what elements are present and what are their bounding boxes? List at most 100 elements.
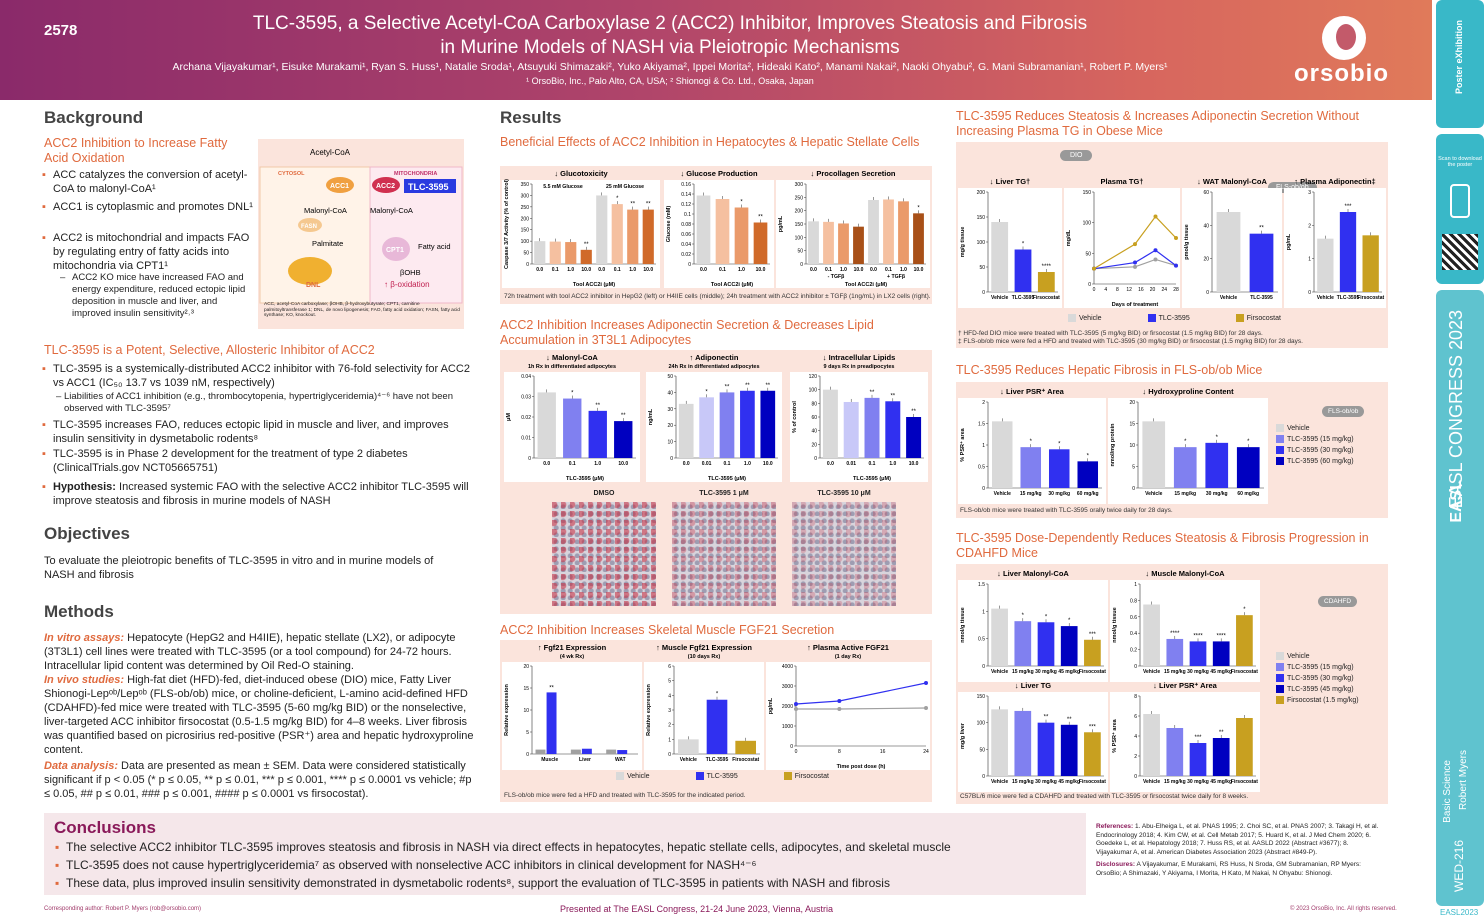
- y-axis-label: % PSR⁺ area: [1111, 718, 1118, 752]
- bar: [864, 397, 880, 458]
- sig-mark: **: [1219, 730, 1224, 736]
- y-tick-label: 0.03: [521, 395, 531, 401]
- sig-mark: **: [549, 685, 554, 691]
- x-tick-label: 16: [880, 749, 886, 755]
- s6-footnote: C57BL/6 mice were fed a CDAHFD and treat…: [960, 793, 1249, 800]
- orsobio-logo-icon: [1322, 16, 1366, 60]
- bar: [1048, 449, 1070, 488]
- x-tick-label: 1.0: [889, 461, 896, 467]
- poster-exhibition-tab[interactable]: Poster eXhibition: [1436, 0, 1484, 128]
- bar: [1143, 604, 1160, 666]
- bar: [1212, 641, 1230, 666]
- s3-legend: Vehicle TLC-3595 Firsocostat: [616, 772, 829, 780]
- sig-mark: ****: [1170, 631, 1180, 637]
- sig-mark: **: [595, 403, 600, 409]
- y-tick-label: 100: [977, 721, 986, 727]
- easl-year: EASL2023: [1440, 908, 1479, 917]
- y-tick-label: 150: [795, 222, 804, 228]
- x-tick-label: 45 mg/kg: [1058, 779, 1080, 785]
- y-axis-label: pg/mL: [768, 697, 774, 714]
- group-label: 25 mM Glucose: [606, 184, 644, 190]
- y-tick-label: 5: [1132, 465, 1135, 471]
- dnl-label: DNL: [306, 282, 321, 289]
- x-tick-label: 10.0: [909, 461, 919, 467]
- bar: [1189, 743, 1207, 776]
- y-tick-label: 4: [1134, 734, 1137, 740]
- chart-title: ↑ Adiponectin: [690, 353, 739, 362]
- plot-bg: [790, 372, 928, 482]
- x-tick-label: 0.1: [885, 267, 892, 273]
- x-tick-label: Firsocostat: [1033, 295, 1060, 301]
- y-tick-label: 2: [982, 400, 985, 406]
- y-tick-label: 2: [668, 723, 671, 729]
- x-tick-label: 30 mg/kg: [1035, 669, 1057, 675]
- bar: [1205, 442, 1229, 488]
- x-tick-label: 0.0: [810, 267, 817, 273]
- plot-bg: [766, 662, 930, 770]
- background-sub1: ACC2 Inhibition to Increase Fatty Acid O…: [44, 136, 228, 165]
- data-point: [1153, 257, 1158, 262]
- beta-ox-label: ↑ β-oxidation: [384, 280, 430, 289]
- x-axis-label: Time post dose (h): [837, 764, 886, 770]
- sig-mark: **: [621, 413, 626, 419]
- chart-title: ↓ Liver PSR⁺ Area: [1153, 681, 1218, 690]
- plasma-adiponectin-chart: ↑ Plasma Adiponectin‡ 0 1 2 3 pg/mL *** Vehicle…: [1284, 177, 1386, 308]
- x-tick-label: 0.0: [683, 461, 690, 467]
- bar: [1143, 714, 1160, 776]
- x-tick-label: Vehicle: [1143, 669, 1160, 675]
- bullet1-2: ACC2 is mitochondrial and impacts FAO by…: [42, 231, 253, 273]
- sig-mark: ****: [1193, 633, 1203, 639]
- legend-label: Firsocostat (1.5 mg/kg): [1287, 696, 1359, 704]
- x-tick-label: Vehicle: [991, 779, 1008, 785]
- series-line: [1093, 249, 1177, 270]
- scan-text: Scan to download the poster: [1438, 156, 1482, 168]
- s4-panel: DIO FLS-ob/ob ↓ Liver TG† 0 50 100 150 200 mg/…: [956, 142, 1388, 348]
- x-axis-label: Days of treatment: [1112, 302, 1159, 308]
- y-tick-label: 0: [670, 456, 673, 462]
- y-tick-label: 0.6: [1130, 615, 1137, 621]
- drug-label: TLC-3595: [408, 182, 449, 192]
- y-tick-label: 100: [809, 388, 818, 394]
- bar: [1236, 447, 1260, 488]
- results-s3-title: ACC2 Inhibition Increases Skeletal Muscl…: [500, 623, 835, 637]
- x-tick-label: Vehicle: [1143, 779, 1160, 785]
- y-tick-label: 0: [1088, 282, 1091, 288]
- conclusion-0: The selective ACC2 inhibitor TLC-3595 im…: [55, 840, 1076, 855]
- s3-panel: ↑ Fgf21 Expression (4 wk Rx) 0 5 10 15 20 Relat…: [500, 640, 932, 802]
- sig-mark: *: [716, 692, 719, 698]
- bar: [1339, 212, 1357, 292]
- y-axis-label: μM: [506, 413, 512, 421]
- x-tick-label: 1.0: [840, 267, 847, 273]
- orsobio-logo: orsobio: [1294, 60, 1389, 87]
- legend-swatch: [1276, 435, 1284, 443]
- y-tick-label: 50: [667, 374, 673, 380]
- s1-panel: ↓ Glucotoxicity 0 50 100 150 200 250 300 350 Casp…: [500, 166, 932, 304]
- qr-tab[interactable]: Scan to download the poster: [1436, 134, 1484, 284]
- methods-p3: Data analysis: Data are presented as mea…: [44, 760, 472, 800]
- bar: [913, 213, 924, 264]
- hypothesis: Hypothesis: Increased systemic FAO with …: [42, 480, 473, 508]
- wat-malonyl-chart: ↓ WAT Malonyl-CoA 0 20 40 60 pmol/g tissue ** V…: [1182, 177, 1282, 308]
- y-axis-label: Caspase 3/7 Activity (% of control): [504, 179, 510, 269]
- cdahfd-badge: CDAHFD: [1318, 596, 1358, 607]
- legend-label: TLC-3595 (15 mg/kg): [1287, 663, 1354, 671]
- malonyl1-label: Malonyl-CoA: [304, 206, 347, 215]
- bar: [1166, 638, 1184, 666]
- y-tick-label: 250: [521, 205, 530, 211]
- y-tick-label: 150: [977, 694, 986, 700]
- plot-bg: [1110, 692, 1260, 792]
- y-tick-label: 60: [1203, 190, 1209, 196]
- fls-hydroxyproline-chart: ↓ Hydroxyproline Content 0 5 10 15 20 nmol/mg …: [1108, 387, 1268, 504]
- bar: [740, 390, 755, 458]
- y-axis-label: nmol/g tissue: [960, 607, 966, 642]
- chart-title: ↓ Intracellular Lipids: [823, 353, 896, 362]
- y-tick-label: 0: [1308, 290, 1311, 296]
- y-tick-label: 0: [688, 262, 691, 268]
- sig-mark: *: [1243, 607, 1246, 613]
- x-tick-label: 30 mg/kg: [1187, 669, 1209, 675]
- sig-mark: *: [1030, 439, 1033, 445]
- y-tick-label: 100: [977, 240, 986, 246]
- qr-code-icon[interactable]: [1442, 234, 1478, 270]
- x-tick-label: 0: [1093, 287, 1096, 293]
- y-tick-label: 150: [521, 228, 530, 234]
